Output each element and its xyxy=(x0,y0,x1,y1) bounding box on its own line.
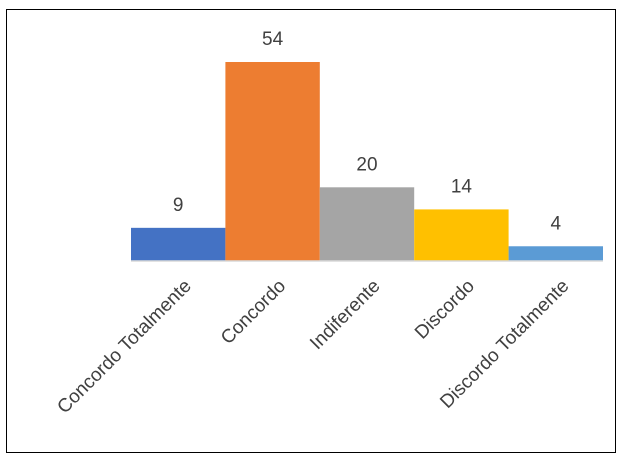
data-label-4: 4 xyxy=(551,213,562,234)
value-labels-group: 9 54 20 14 4 xyxy=(173,29,562,234)
bar-4 xyxy=(508,246,603,261)
bars-group xyxy=(131,62,603,261)
data-label-1: 54 xyxy=(262,29,284,50)
bar-1 xyxy=(225,62,320,261)
category-label-0: Concordo Totalmente xyxy=(53,276,195,418)
category-labels-group: Concordo Totalmente Concordo Indiferente Di… xyxy=(53,276,573,418)
data-label-0: 9 xyxy=(173,195,184,216)
category-label-1: Concordo xyxy=(217,276,290,349)
data-label-3: 14 xyxy=(451,176,473,197)
bar-0 xyxy=(131,227,226,261)
category-label-2: Indiferente xyxy=(306,276,384,354)
data-label-2: 20 xyxy=(356,154,377,175)
bar-3 xyxy=(414,209,509,261)
bar-2 xyxy=(319,187,415,261)
category-label-3: Discordo xyxy=(411,276,479,344)
